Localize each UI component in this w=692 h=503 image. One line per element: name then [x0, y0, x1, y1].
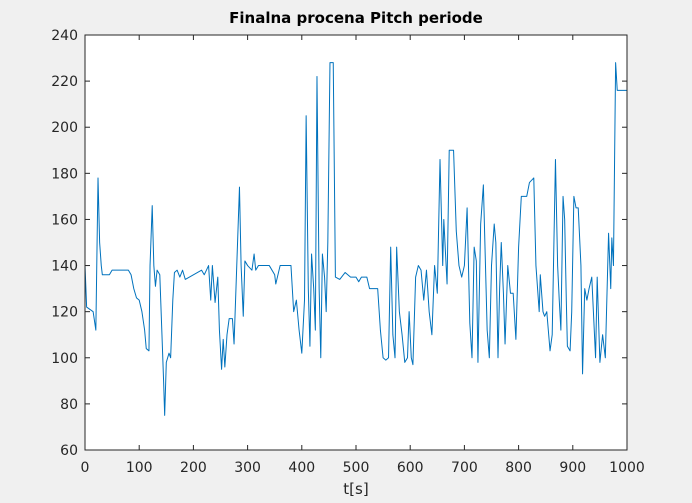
- x-tick-label: 100: [126, 460, 153, 476]
- x-tick-label: 900: [559, 460, 586, 476]
- y-tick-label: 220: [51, 74, 78, 90]
- x-axis-label: t[s]: [343, 480, 368, 498]
- x-tick-label: 700: [451, 460, 478, 476]
- x-tick-label: 1000: [609, 460, 645, 476]
- y-tick-label: 120: [51, 305, 78, 321]
- x-tick-label: 400: [288, 460, 315, 476]
- y-tick-label: 180: [51, 166, 78, 182]
- x-tick-label: 0: [81, 460, 90, 476]
- y-tick-label: 60: [60, 443, 78, 459]
- x-tick-label: 800: [505, 460, 532, 476]
- y-tick-label: 160: [51, 212, 78, 228]
- y-tick-label: 80: [60, 397, 78, 413]
- plot-area: [85, 35, 627, 450]
- y-tick-label: 200: [51, 120, 78, 136]
- x-tick-label: 300: [234, 460, 261, 476]
- y-tick-label: 100: [51, 351, 78, 367]
- x-tick-label: 200: [180, 460, 207, 476]
- y-tick-label: 240: [51, 28, 78, 44]
- x-tick-label: 500: [343, 460, 370, 476]
- y-tick-label: 140: [51, 259, 78, 275]
- x-tick-label: 600: [397, 460, 424, 476]
- chart-title: Finalna procena Pitch periode: [229, 9, 483, 27]
- data-line: [84, 62, 627, 416]
